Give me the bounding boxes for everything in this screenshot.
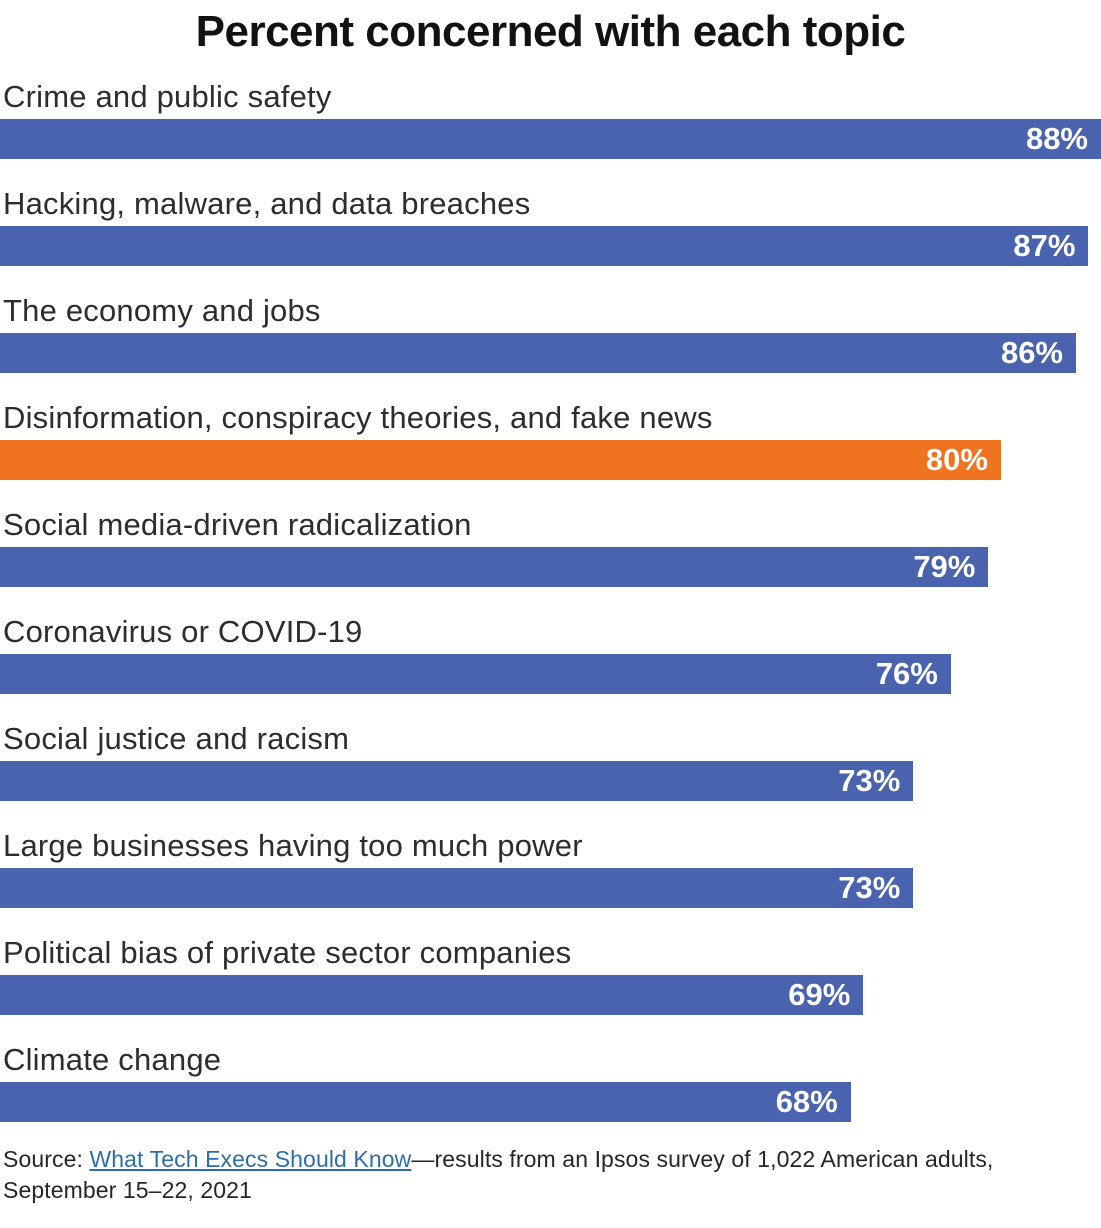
bar-row: Hacking, malware, and data breaches 87%	[0, 181, 1101, 266]
bar: 73%	[0, 868, 914, 908]
bar: 69%	[0, 975, 864, 1015]
bar-value-label: 69%	[788, 977, 851, 1012]
bar-value-label: 86%	[1000, 335, 1063, 370]
bar: 87%	[0, 226, 1089, 266]
bar-category-label: Climate change	[3, 1042, 222, 1077]
bar-row: The economy and jobs 86%	[0, 288, 1101, 373]
bar-value-label: 88%	[1025, 121, 1088, 156]
bar-value-label: 73%	[838, 763, 901, 798]
bar: 80%	[0, 440, 1001, 480]
bar-category-label: Political bias of private sector compani…	[3, 935, 572, 970]
bar-category-label: Large businesses having too much power	[3, 828, 583, 863]
bar-value-label: 80%	[925, 442, 988, 477]
bar: 76%	[0, 654, 951, 694]
bar-category-label: Crime and public safety	[3, 79, 332, 114]
bar-category-label: The economy and jobs	[3, 293, 321, 328]
source-note: Source: What Tech Execs Should Know—resu…	[0, 1144, 1048, 1206]
bar-value-label: 79%	[913, 549, 976, 584]
bar: 88%	[0, 119, 1101, 159]
bar-chart: Percent concerned with each topic Crime …	[0, 8, 1101, 1206]
bar-row: Coronavirus or COVID-19 76%	[0, 609, 1101, 694]
bar-value-label: 87%	[1013, 228, 1076, 263]
bar-value-label: 68%	[775, 1084, 838, 1119]
bar-value-label: 73%	[838, 870, 901, 905]
bar-category-label: Coronavirus or COVID-19	[3, 614, 363, 649]
bar: 79%	[0, 547, 989, 587]
bar-row: Political bias of private sector compani…	[0, 930, 1101, 1015]
bar-row: Large businesses having too much power 7…	[0, 823, 1101, 908]
bar: 68%	[0, 1082, 851, 1122]
bar-category-label: Social media-driven radicalization	[3, 507, 472, 542]
bar-category-label: Hacking, malware, and data breaches	[3, 186, 531, 221]
source-suffix: —results from an Ipsos survey of 1,022 A…	[3, 1146, 994, 1203]
bar: 73%	[0, 761, 914, 801]
bar-row: Social justice and racism 73%	[0, 716, 1101, 801]
bar-value-label: 76%	[875, 656, 938, 691]
chart-title: Percent concerned with each topic	[195, 7, 906, 56]
bar-category-label: Social justice and racism	[3, 721, 350, 756]
bar-row: Climate change 68%	[0, 1037, 1101, 1122]
source-prefix: Source:	[3, 1146, 90, 1172]
source-link[interactable]: What Tech Execs Should Know	[89, 1146, 412, 1172]
bar-row: Crime and public safety 88%	[0, 74, 1101, 159]
bar-row: Disinformation, conspiracy theories, and…	[0, 395, 1101, 480]
bar-row: Social media-driven radicalization 79%	[0, 502, 1101, 587]
bar-category-label: Disinformation, conspiracy theories, and…	[3, 400, 713, 435]
bar: 86%	[0, 333, 1076, 373]
chart-rows: Crime and public safety 88% Hacking, mal…	[0, 74, 1101, 1122]
